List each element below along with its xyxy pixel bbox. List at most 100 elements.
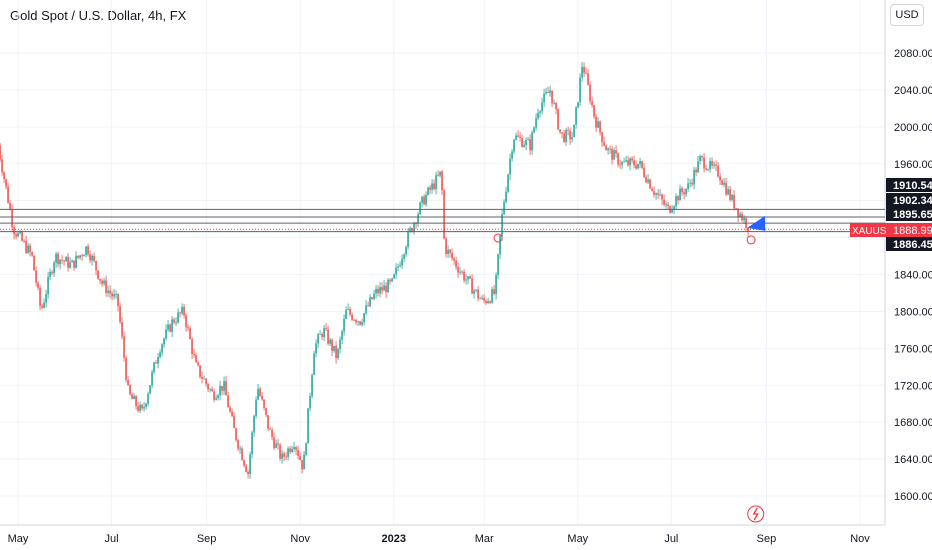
candle-body	[115, 293, 117, 295]
x-tick-label: Jul	[105, 533, 119, 545]
candle-body	[623, 161, 625, 163]
candle-body	[323, 328, 325, 337]
candle-body	[305, 443, 307, 455]
candle-body	[427, 187, 429, 195]
candle-body	[493, 289, 495, 294]
candle-body	[145, 403, 147, 407]
candle-body	[621, 161, 623, 165]
level-tag-label: 1895.65	[893, 209, 932, 221]
currency-button[interactable]: USD	[890, 4, 924, 26]
candle-body	[329, 339, 331, 344]
candle-body	[249, 454, 251, 474]
candle-body	[373, 293, 375, 300]
candle-body	[31, 252, 33, 256]
candle-body	[27, 245, 29, 253]
candle-body	[153, 362, 155, 373]
candle-body	[673, 206, 675, 211]
candle-body	[655, 193, 657, 195]
candle-body	[97, 270, 99, 279]
candle-body	[619, 164, 621, 166]
candle-body	[271, 429, 273, 438]
candle-body	[347, 308, 349, 310]
candle-body	[117, 293, 119, 307]
candle-body	[331, 339, 333, 351]
x-tick-label: Sep	[197, 533, 217, 545]
candle-body	[283, 453, 285, 457]
candle-body	[221, 386, 223, 391]
candle-body	[387, 279, 389, 293]
candle-body	[417, 214, 419, 224]
level-tag-label: 1902.34	[893, 195, 932, 207]
candle-body	[229, 407, 231, 412]
candle-body	[135, 396, 137, 407]
candle-body	[437, 175, 439, 177]
candle-body	[17, 233, 19, 237]
candle-body	[157, 357, 159, 364]
y-tick-label: 2040.00	[894, 85, 932, 97]
candle-body	[195, 355, 197, 363]
candle-body	[255, 399, 257, 417]
candle-body	[217, 395, 219, 399]
candle-body	[689, 182, 691, 184]
candle-body	[573, 124, 575, 138]
candle-body	[233, 416, 235, 429]
candle-body	[455, 260, 457, 268]
candle-body	[601, 132, 603, 143]
candle-body	[413, 223, 415, 232]
y-tick-label: 1920.00	[894, 196, 932, 208]
candle-body	[425, 194, 427, 205]
candle-body	[669, 206, 671, 213]
candle-body	[113, 294, 115, 297]
candle-body	[479, 298, 481, 300]
candle-body	[369, 297, 371, 307]
candle-body	[343, 318, 345, 332]
candle-body	[215, 398, 217, 400]
candle-body	[679, 188, 681, 201]
candle-body	[213, 391, 215, 400]
candle-body	[45, 294, 47, 303]
candle-body	[747, 228, 749, 232]
candle-body	[381, 287, 383, 291]
candle-body	[471, 278, 473, 294]
candle-body	[499, 235, 501, 255]
candle-body	[647, 179, 649, 183]
candle-body	[431, 183, 433, 190]
candle-body	[583, 66, 585, 73]
candle-body	[83, 255, 85, 257]
candle-body	[275, 443, 277, 448]
candle-body	[267, 415, 269, 429]
candle-body	[241, 448, 243, 461]
candle-body	[171, 319, 173, 332]
candle-body	[245, 465, 247, 472]
candle-body	[507, 174, 509, 192]
price-tag	[886, 223, 932, 237]
candle-body	[547, 92, 549, 94]
candle-body	[565, 129, 567, 142]
candle-body	[599, 121, 601, 133]
candle-body	[439, 171, 441, 176]
candle-body	[69, 262, 71, 268]
candle-body	[521, 138, 523, 147]
candle-body	[71, 260, 73, 263]
candle-body	[453, 258, 455, 261]
candle-body	[429, 187, 431, 190]
candle-body	[741, 213, 743, 221]
candle-body	[3, 172, 5, 179]
candle-body	[93, 255, 95, 261]
candle-body	[183, 306, 185, 316]
candle-body	[585, 72, 587, 74]
candle-body	[531, 132, 533, 151]
candle-body	[325, 328, 327, 330]
candle-body	[407, 231, 409, 247]
candle-body	[555, 103, 557, 110]
candle-body	[723, 182, 725, 185]
candle-body	[459, 271, 461, 273]
level-tag	[886, 207, 932, 221]
candle-body	[307, 408, 309, 444]
candle-body	[371, 297, 373, 300]
candle-body	[665, 204, 667, 206]
candle-body	[273, 437, 275, 448]
candle-body	[341, 331, 343, 340]
candle-body	[187, 327, 189, 329]
